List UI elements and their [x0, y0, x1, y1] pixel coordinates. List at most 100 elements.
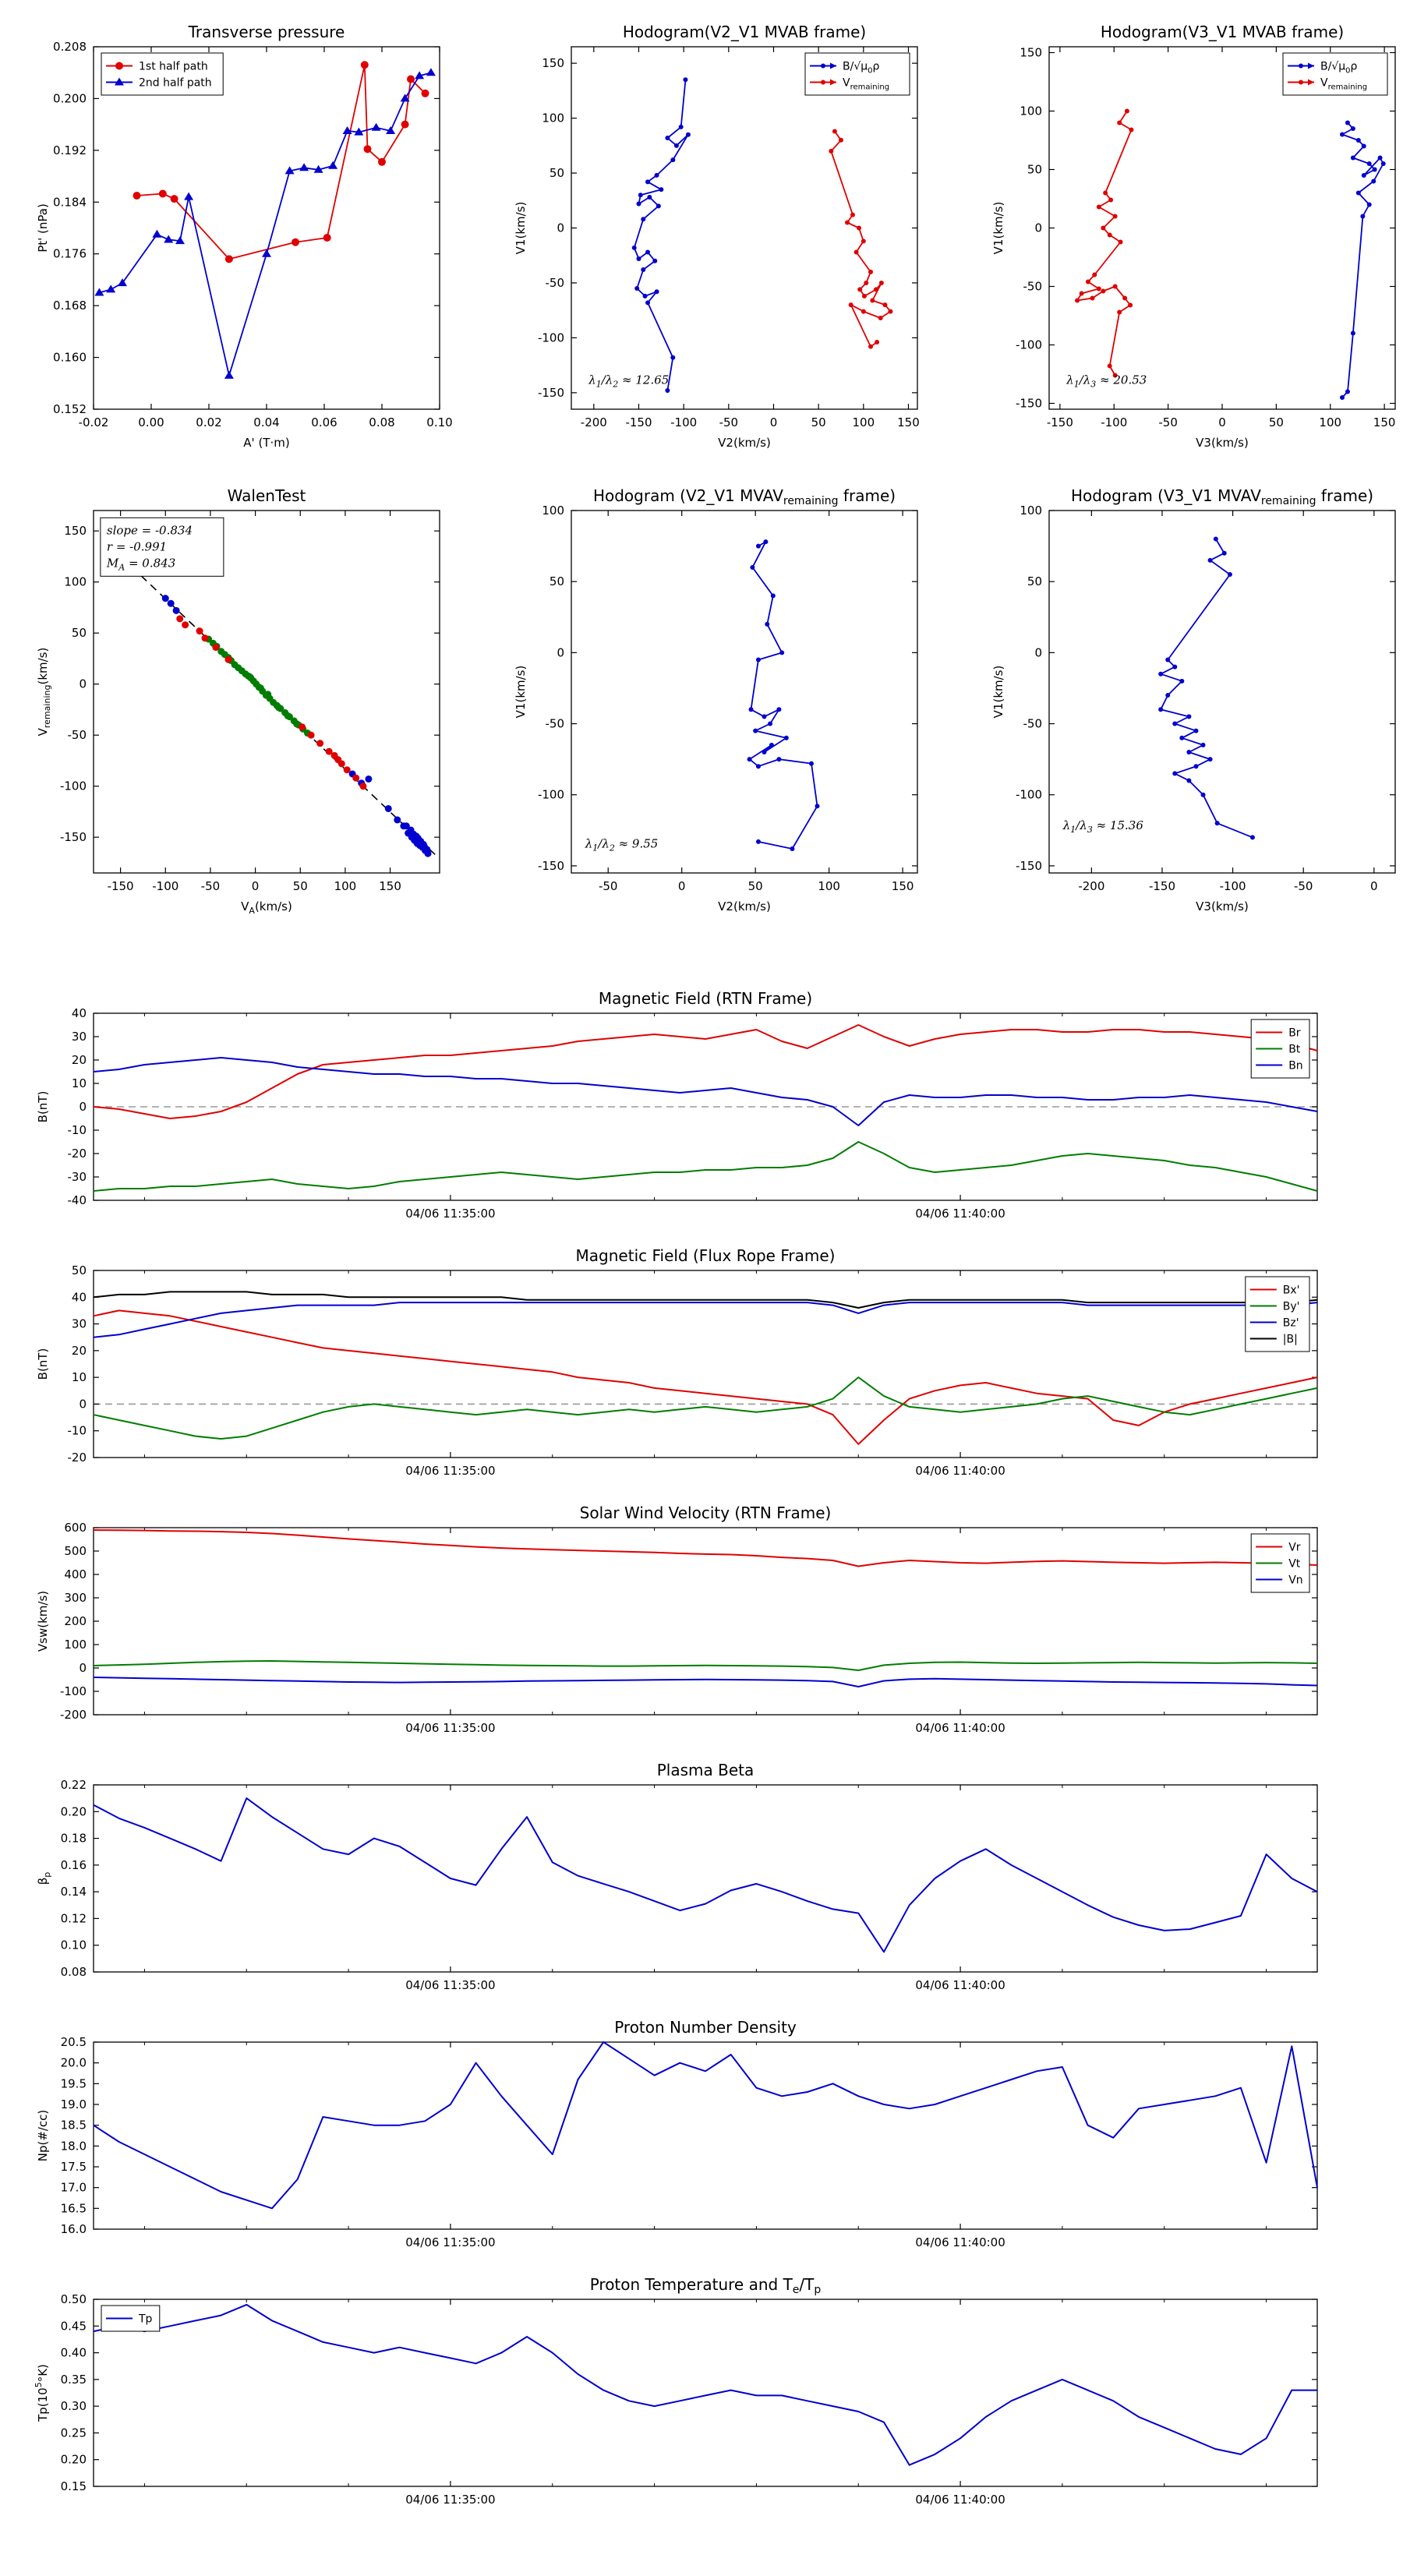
- circle-marker: [401, 120, 409, 129]
- dot-marker: [410, 830, 418, 838]
- triangle-marker: [184, 192, 194, 200]
- dot-marker: [870, 298, 875, 303]
- x-tick-label: -50: [1158, 415, 1178, 429]
- circle-marker: [421, 89, 429, 97]
- triangle-marker: [342, 125, 352, 134]
- circle-marker: [158, 189, 167, 198]
- triangle-marker: [426, 68, 436, 76]
- dot-marker: [264, 691, 272, 698]
- dot-marker: [1112, 373, 1118, 378]
- dot-marker: [167, 599, 175, 607]
- y-tick-label: -50: [68, 728, 87, 742]
- dot-marker: [641, 217, 646, 222]
- dot-marker: [246, 673, 254, 681]
- dot-marker: [307, 731, 315, 739]
- y-tick-label: 0.15: [61, 2479, 87, 2493]
- y-tick-label: 0.18: [61, 1832, 87, 1846]
- legend-label: Vn: [1288, 1574, 1302, 1587]
- y-axis-label: B(nT): [36, 1091, 50, 1123]
- circle-marker: [292, 238, 299, 246]
- series-V-remaining: [830, 130, 892, 348]
- y-tick-label: 150: [1020, 46, 1042, 60]
- dot-marker: [1179, 735, 1185, 740]
- dot-marker: [1299, 80, 1303, 85]
- legend-arrowhead: [830, 62, 836, 69]
- dot-marker: [829, 148, 834, 154]
- y-tick-label: 100: [1020, 104, 1042, 118]
- dot-marker: [1096, 204, 1101, 210]
- panel-plasma-beta: 04/06 11:35:00 04/06 11:40:00 0.08 0.10 0.12…: [36, 1761, 1318, 1992]
- dot-marker: [1158, 671, 1164, 677]
- dot-marker: [641, 267, 646, 273]
- y-tick-label: 500: [64, 1544, 87, 1558]
- y-tick-label: 600: [64, 1521, 87, 1535]
- y-tick-label: 100: [542, 504, 564, 518]
- y-tick-label: 20.0: [61, 2056, 87, 2070]
- dot-marker: [1350, 330, 1355, 336]
- y-tick-label: 0.16: [61, 1858, 87, 1872]
- legend-arrowhead: [830, 79, 836, 86]
- x-tick-label: -50: [719, 415, 739, 429]
- circle-marker: [170, 195, 178, 203]
- dot-marker: [343, 766, 351, 774]
- y-tick-label: 16.0: [61, 2222, 87, 2236]
- y-tick-label: 0.40: [61, 2346, 87, 2360]
- panel-velocity-rtn: 04/06 11:35:00 04/06 11:40:00 -200 -100 0 100…: [36, 1504, 1318, 1735]
- dot-marker: [673, 143, 679, 148]
- triangle-marker: [262, 249, 271, 257]
- x-tick-label: 50: [293, 879, 308, 893]
- panel-mag-rtn: 04/06 11:35:00 04/06 11:40:00 -40 -30 -20 -10…: [36, 989, 1318, 1221]
- x-tick-label: 0: [1218, 415, 1226, 429]
- dot-marker: [299, 723, 306, 731]
- dot-marker: [196, 627, 203, 635]
- y-tick-label: 150: [64, 524, 87, 538]
- dot-marker: [1117, 309, 1122, 315]
- dot-marker: [1128, 302, 1133, 308]
- y-tick-label: 0: [79, 677, 87, 691]
- y-tick-label: 100: [64, 1638, 87, 1652]
- x-axis-label: VA(km/s): [241, 899, 292, 916]
- x-tick-label: -50: [1294, 879, 1313, 893]
- panel-title: Transverse pressure: [188, 23, 345, 41]
- dot-marker: [1092, 272, 1097, 277]
- axes-frame: [93, 1270, 1318, 1458]
- x-tick-label: 50: [1269, 415, 1284, 429]
- x-tick-label: -100: [1220, 879, 1246, 893]
- series-Bz': [93, 1302, 1318, 1338]
- x-tick-label: -50: [201, 879, 221, 893]
- circle-marker: [407, 75, 415, 83]
- x-tick-label: 04/06 11:35:00: [405, 2493, 495, 2507]
- legend-label: |B|: [1283, 1334, 1298, 1346]
- legend-box: [1282, 52, 1388, 96]
- y-tick-label: -150: [538, 859, 564, 873]
- x-tick-label: 50: [811, 415, 826, 429]
- dot-marker: [1361, 143, 1366, 149]
- dot-marker: [642, 293, 648, 299]
- legend-label: B/√μ0ρ: [1320, 61, 1358, 76]
- x-tick-label: 0.08: [369, 415, 394, 429]
- dot-marker: [821, 80, 825, 85]
- x-axis-label: V3(km/s): [1196, 436, 1249, 450]
- stats-line: slope = -0.834: [107, 523, 193, 537]
- dot-marker: [790, 846, 795, 851]
- y-tick-label: -40: [68, 1193, 87, 1207]
- dot-marker: [275, 704, 283, 712]
- dot-marker: [316, 740, 324, 747]
- y-tick-label: -150: [538, 386, 564, 400]
- dot-marker: [359, 783, 367, 790]
- y-tick-label: 100: [64, 575, 87, 589]
- y-tick-label: -100: [1016, 788, 1042, 802]
- dot-marker: [652, 258, 658, 263]
- legend-label: Tp: [138, 2313, 153, 2326]
- dot-marker: [857, 225, 862, 231]
- dot-marker: [1200, 792, 1206, 797]
- dot-marker: [1227, 572, 1232, 578]
- triangle-marker: [386, 125, 396, 134]
- axes-frame: [1048, 510, 1396, 874]
- dot-marker: [284, 712, 292, 719]
- dot-marker: [1207, 757, 1213, 762]
- x-tick-label: 100: [852, 415, 875, 429]
- y-axis-label: V1(km/s): [991, 666, 1005, 719]
- x-tick-label: 04/06 11:40:00: [915, 1978, 1005, 1992]
- dot-marker: [750, 564, 755, 570]
